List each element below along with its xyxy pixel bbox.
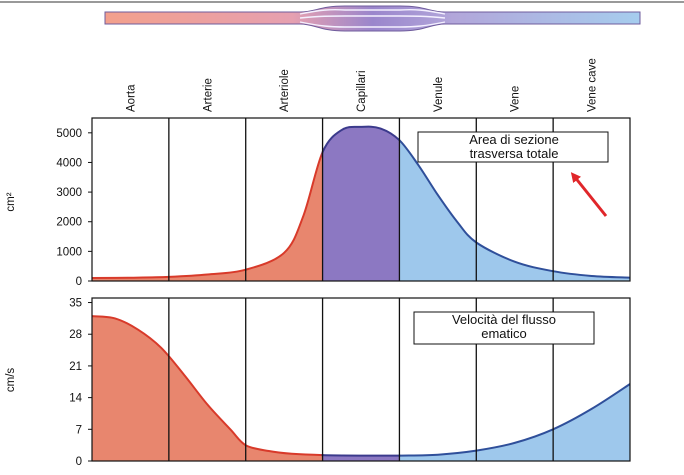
capillary-branch-line <box>299 8 446 15</box>
segment-label-3: Capillari <box>356 70 368 112</box>
c1-frame-rect <box>91 117 631 282</box>
c1-tick-label: 2000 <box>56 217 82 229</box>
cross-section-area-chart: 5000 4000 3000 2000 1000 0 cm² Area di sezion… <box>5 117 631 288</box>
c2-tick-label: 21 <box>69 361 82 373</box>
chart1-y-axis-label: cm² <box>5 192 17 211</box>
chart2-curve <box>91 315 631 457</box>
chart2-title: Velocità del flusso ematico <box>452 312 556 341</box>
c1-curve-arterial <box>91 147 324 279</box>
c2-tick-label: 35 <box>69 298 82 310</box>
chart2-y-axis-label: cm/s <box>5 368 17 393</box>
chart2-note-frame <box>413 311 595 345</box>
c2-fill-arterial <box>92 316 323 461</box>
segment-label-5: Vene <box>510 86 522 112</box>
capillary-branch-line <box>299 15 446 19</box>
segment-label-4: Venule <box>433 77 445 112</box>
chart1-title: Area di sezione trasversa totale <box>469 132 559 161</box>
red-arrow-annotation <box>570 172 608 217</box>
c1-curve-capillary <box>321 125 401 158</box>
chart2-legend-box: Velocità del flusso ematico <box>413 311 595 345</box>
c2-tick-label: 0 <box>76 456 82 468</box>
c1-tick-label: 3000 <box>56 187 82 199</box>
segment-labels: Aorta Arterie Arteriole Capillari Venule Vene… <box>125 58 598 112</box>
chart1-frame <box>91 117 631 282</box>
chart1-legend-box: Area di sezione trasversa totale <box>417 131 609 163</box>
capillary-branch-line <box>299 21 446 28</box>
c2-curve-venous <box>398 383 631 457</box>
c1-tick-label: 0 <box>76 276 82 288</box>
c1-tick-label: 1000 <box>56 246 82 258</box>
c2-tick-label: 7 <box>76 424 82 436</box>
chart1-fill-areas <box>92 126 630 281</box>
chart2-frame <box>91 297 631 462</box>
c1-fill-venous <box>399 140 630 281</box>
c2-frame-rect <box>91 297 631 462</box>
c1-tick-label: 4000 <box>56 157 82 169</box>
chart1-y-ticks: 5000 4000 3000 2000 1000 0 <box>56 128 92 288</box>
c1-curve-venous <box>398 137 631 279</box>
chart1-note-frame <box>417 131 609 163</box>
c1-fill-arterial <box>92 152 323 281</box>
c2-curve-arterial <box>91 315 324 457</box>
c1-fill-capillary <box>322 126 400 281</box>
vessel-tube <box>104 5 641 32</box>
segment-label-6: Vene cave <box>587 58 599 112</box>
blood-vessel-diagram <box>104 5 641 32</box>
segment-label-0: Aorta <box>125 84 137 112</box>
c1-tick-label: 5000 <box>56 128 82 140</box>
chart2-y-ticks: 35 28 21 14 7 0 <box>69 298 92 468</box>
segment-label-1: Arterie <box>202 78 214 112</box>
c2-tick-label: 28 <box>69 329 82 341</box>
c2-tick-label: 14 <box>69 393 82 405</box>
blood-flow-velocity-chart: 35 28 21 14 7 0 cm/s Velocità del flusso emati… <box>5 297 631 468</box>
c2-fill-venous <box>399 384 630 461</box>
chart1-curve <box>91 125 631 279</box>
segment-label-2: Arteriole <box>279 69 291 112</box>
